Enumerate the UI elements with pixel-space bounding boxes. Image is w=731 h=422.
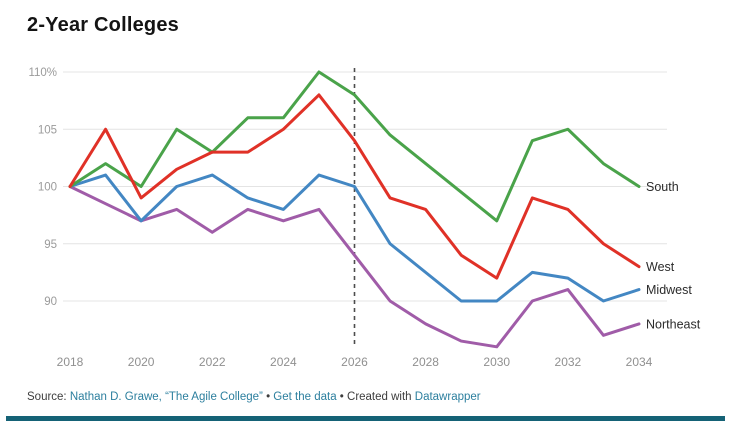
get-data-link[interactable]: Get the data bbox=[273, 391, 337, 403]
y-tick-label: 90 bbox=[44, 296, 57, 308]
created-with-label: • Created with bbox=[336, 391, 415, 403]
source-link[interactable]: Nathan D. Grawe, “The Agile College” bbox=[69, 391, 263, 403]
series-line-south bbox=[68, 70, 641, 223]
series-line-northeast bbox=[68, 185, 641, 349]
x-tick-label: 2022 bbox=[199, 355, 226, 369]
x-tick-label: 2026 bbox=[341, 355, 368, 369]
y-tick-label: 100 bbox=[38, 182, 57, 194]
x-tick-label: 2028 bbox=[412, 355, 439, 369]
series-line-west bbox=[68, 93, 641, 280]
line-chart: 110% 105 100 95 90 2018 2020 2022 2024 2026 2028 20… bbox=[28, 67, 701, 369]
x-tick-label: 2030 bbox=[483, 355, 510, 369]
x-tick-label: 2018 bbox=[57, 355, 84, 369]
series-label-south: South bbox=[646, 180, 679, 194]
series-label-midwest: Midwest bbox=[646, 283, 692, 297]
footer: Source: Nathan D. Grawe, “The Agile Coll… bbox=[27, 391, 481, 403]
x-tick-label: 2024 bbox=[270, 355, 297, 369]
y-tick-label: 110% bbox=[28, 67, 57, 79]
series-line-midwest bbox=[68, 173, 641, 303]
footer-separator: • bbox=[262, 391, 274, 403]
chart-title: 2-Year Colleges bbox=[27, 14, 179, 36]
x-tick-label: 2032 bbox=[555, 355, 582, 369]
series-label-northeast: Northeast bbox=[646, 317, 701, 331]
series-label-west: West bbox=[646, 260, 675, 274]
source-label: Source: bbox=[27, 391, 70, 403]
x-tick-label: 2034 bbox=[626, 355, 653, 369]
y-tick-label: 105 bbox=[38, 124, 57, 136]
bottom-bar bbox=[6, 416, 725, 421]
datawrapper-link[interactable]: Datawrapper bbox=[414, 391, 481, 403]
y-tick-label: 95 bbox=[44, 239, 57, 251]
x-tick-label: 2020 bbox=[128, 355, 155, 369]
